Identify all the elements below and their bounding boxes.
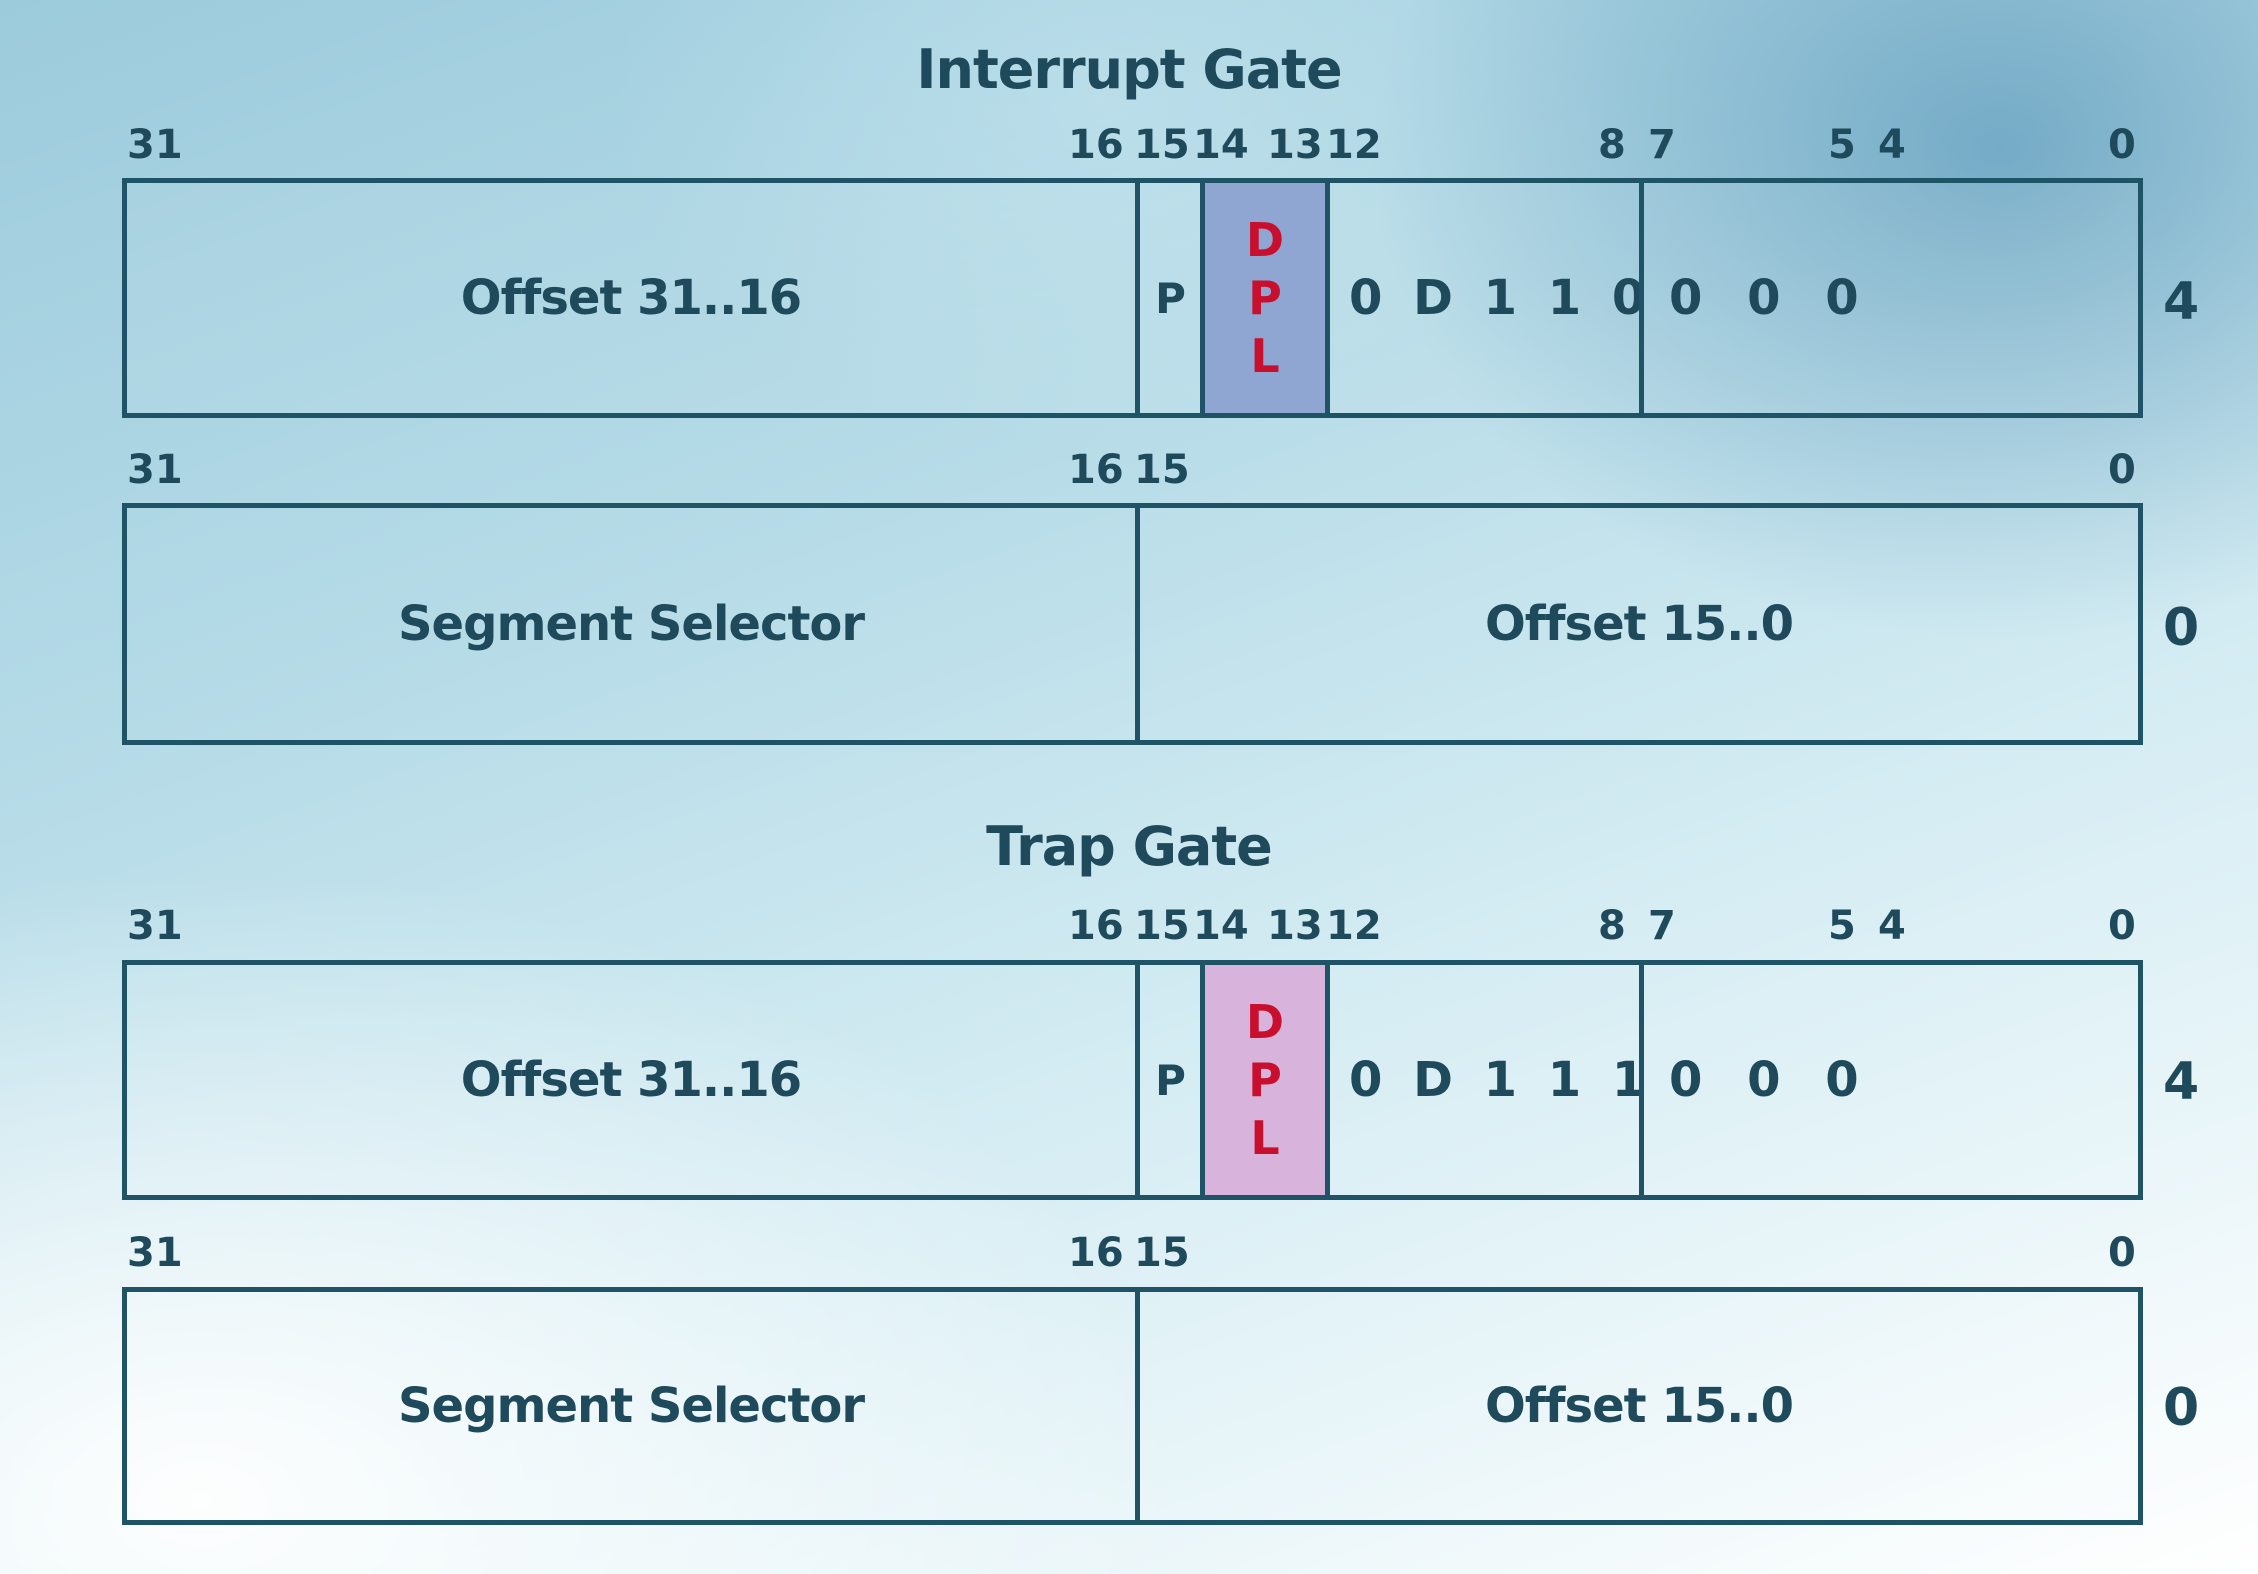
- trap-gate-lower-dword: Segment Selector Offset 15..0: [122, 1287, 2143, 1525]
- bit-13: 13: [1267, 903, 1323, 949]
- trap-gate-title: Trap Gate: [986, 815, 1273, 878]
- reserved-bits: 0 0 0: [1669, 1052, 1863, 1108]
- present-bit-field: P: [1155, 273, 1186, 323]
- bit-31: 31: [127, 447, 183, 493]
- dpl-letter-l: L: [1250, 329, 1280, 383]
- gate-type-bits: 0 D 1 1 0: [1349, 270, 1650, 326]
- dword-offset-0: 0: [2163, 1378, 2200, 1438]
- bit-5: 5: [1828, 903, 1856, 949]
- bit-15: 15: [1134, 903, 1190, 949]
- offset-31-16-field: Offset 31..16: [460, 1052, 802, 1108]
- segment-selector-field: Segment Selector: [397, 1378, 865, 1434]
- bit-31: 31: [127, 1230, 183, 1276]
- bit-15: 15: [1134, 122, 1190, 168]
- divider: [1135, 508, 1140, 740]
- bit-8: 8: [1598, 122, 1626, 168]
- divider: [1135, 1292, 1140, 1520]
- dword-offset-4: 4: [2163, 1052, 2200, 1112]
- interrupt-gate-title: Interrupt Gate: [916, 38, 1342, 101]
- dpl-letter-p: P: [1248, 271, 1282, 325]
- offset-31-16-field: Offset 31..16: [460, 270, 802, 326]
- dpl-letter-l: L: [1250, 1111, 1280, 1165]
- divider: [1639, 183, 1644, 413]
- bit-15: 15: [1134, 1230, 1190, 1276]
- dpl-field: D P L: [1205, 965, 1325, 1195]
- bit-7: 7: [1648, 903, 1676, 949]
- present-bit-field: P: [1155, 1055, 1186, 1105]
- divider: [1135, 183, 1140, 413]
- segment-selector-field: Segment Selector: [397, 596, 865, 652]
- divider: [1325, 183, 1330, 413]
- bit-8: 8: [1598, 903, 1626, 949]
- bit-7: 7: [1648, 122, 1676, 168]
- interrupt-gate-upper-dword: Offset 31..16 P D P L 0 D 1 1 0 0 0 0: [122, 178, 2143, 418]
- trap-gate-upper-dword: Offset 31..16 P D P L 0 D 1 1 1 0 0 0: [122, 960, 2143, 1200]
- offset-15-0-field: Offset 15..0: [1484, 596, 1794, 652]
- bit-31: 31: [127, 903, 183, 949]
- bit-12: 12: [1326, 122, 1382, 168]
- bit-14: 14: [1193, 122, 1249, 168]
- divider: [1200, 965, 1205, 1195]
- dpl-letter-d: D: [1245, 213, 1285, 267]
- dpl-letter-p: P: [1248, 1053, 1282, 1107]
- offset-15-0-field: Offset 15..0: [1484, 1378, 1794, 1434]
- bit-16: 16: [1068, 447, 1124, 493]
- bit-14: 14: [1193, 903, 1249, 949]
- dword-offset-4: 4: [2163, 272, 2200, 332]
- bit-0: 0: [2108, 1230, 2136, 1276]
- bit-16: 16: [1068, 903, 1124, 949]
- bit-12: 12: [1326, 903, 1382, 949]
- bit-16: 16: [1068, 1230, 1124, 1276]
- bit-0: 0: [2108, 903, 2136, 949]
- dword-offset-0: 0: [2163, 598, 2200, 658]
- bit-16: 16: [1068, 122, 1124, 168]
- interrupt-gate-lower-dword: Segment Selector Offset 15..0: [122, 503, 2143, 745]
- bit-0: 0: [2108, 122, 2136, 168]
- bit-4: 4: [1878, 122, 1906, 168]
- bit-31: 31: [127, 122, 183, 168]
- dpl-letter-d: D: [1245, 995, 1285, 1049]
- dpl-field: D P L: [1205, 183, 1325, 413]
- divider: [1200, 183, 1205, 413]
- gate-type-bits: 0 D 1 1 1: [1349, 1052, 1650, 1108]
- bit-5: 5: [1828, 122, 1856, 168]
- divider: [1325, 965, 1330, 1195]
- reserved-bits: 0 0 0: [1669, 270, 1863, 326]
- divider: [1135, 965, 1140, 1195]
- bit-4: 4: [1878, 903, 1906, 949]
- bit-13: 13: [1267, 122, 1323, 168]
- bit-0: 0: [2108, 447, 2136, 493]
- divider: [1639, 965, 1644, 1195]
- bit-15: 15: [1134, 447, 1190, 493]
